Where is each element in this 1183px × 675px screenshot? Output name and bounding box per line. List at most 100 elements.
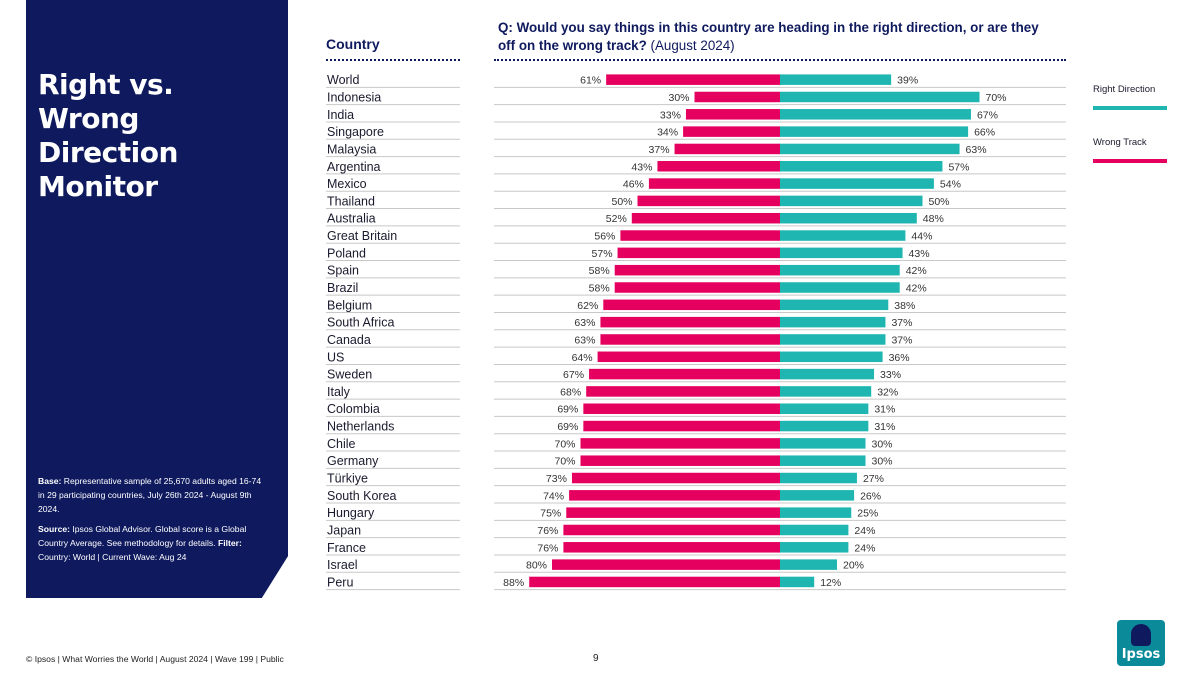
logo-mark: [1131, 624, 1151, 646]
wrong-track-value: 56%: [594, 231, 615, 243]
country-label: Belgium: [327, 298, 372, 312]
wrong-track-value: 88%: [503, 577, 524, 589]
right-direction-value: 25%: [857, 508, 878, 520]
wrong-track-bar: [637, 195, 780, 207]
country-label: Spain: [327, 264, 359, 278]
right-direction-value: 30%: [872, 438, 893, 450]
wrong-track-bar: [657, 161, 780, 172]
base-label: Base:: [38, 476, 62, 486]
right-direction-bar: [780, 386, 872, 397]
right-direction-value: 44%: [911, 231, 932, 243]
wrong-track-value: 33%: [660, 109, 681, 121]
country-label: Brazil: [327, 281, 358, 295]
country-label: Netherlands: [327, 420, 394, 434]
wrong-track-value: 64%: [572, 352, 593, 364]
right-direction-value: 37%: [891, 334, 912, 346]
wrong-track-value: 67%: [563, 369, 584, 381]
right-direction-bar: [780, 524, 849, 536]
right-direction-value: 26%: [860, 490, 881, 502]
country-label: Canada: [327, 333, 371, 347]
country-label: Mexico: [327, 177, 367, 191]
page-title: Right vs. Wrong Direction Monitor: [38, 68, 178, 203]
wrong-track-bar: [597, 351, 780, 363]
country-label: South Africa: [327, 316, 394, 330]
right-direction-bar: [780, 282, 900, 293]
wrong-track-bar: [648, 178, 780, 189]
right-direction-bar: [780, 334, 886, 345]
wrong-track-value: 62%: [577, 300, 598, 312]
wrong-track-value: 63%: [574, 334, 595, 346]
wrong-track-value: 80%: [526, 560, 547, 572]
right-direction-bar: [780, 212, 917, 224]
wrong-track-value: 58%: [589, 265, 610, 277]
legend-right-direction-swatch: [1093, 106, 1167, 110]
right-direction-bar: [780, 438, 866, 449]
wrong-track-bar: [563, 542, 780, 553]
right-direction-value: 50%: [929, 196, 950, 208]
wrong-track-bar: [617, 247, 780, 259]
ipsos-logo: Ipsos: [1117, 620, 1165, 666]
wrong-track-bar: [614, 264, 780, 276]
right-direction-bar: [780, 490, 855, 501]
source-label: Source:: [38, 524, 70, 534]
right-direction-value: 32%: [877, 386, 898, 398]
wrong-track-bar: [566, 507, 780, 518]
wrong-track-bar: [606, 74, 780, 85]
wrong-track-value: 37%: [649, 144, 670, 156]
wrong-track-value: 68%: [560, 386, 581, 398]
question-text: Q: Would you say things in this country …: [498, 19, 1058, 55]
wrong-track-bar: [580, 438, 780, 449]
right-direction-bar: [780, 403, 869, 414]
wrong-track-value: 76%: [537, 525, 558, 537]
wrong-track-bar: [529, 576, 780, 588]
country-label: Colombia: [327, 402, 380, 416]
wrong-track-value: 70%: [554, 438, 575, 450]
right-direction-value: 42%: [906, 265, 927, 277]
right-direction-value: 12%: [820, 577, 841, 589]
country-label: Thailand: [327, 194, 375, 208]
right-direction-bar: [780, 91, 980, 103]
base-text: Representative sample of 25,670 adults a…: [38, 476, 262, 514]
right-direction-bar: [780, 143, 960, 155]
right-direction-bar: [780, 178, 934, 189]
right-direction-bar: [780, 109, 971, 120]
wrong-track-bar: [583, 403, 780, 414]
country-label: Malaysia: [327, 142, 376, 156]
wrong-track-bar: [603, 299, 780, 311]
right-direction-bar: [780, 74, 892, 85]
filter-label: Filter:: [217, 538, 242, 548]
wrong-track-bar: [600, 316, 780, 328]
wrong-track-bar: [614, 282, 780, 293]
wrong-track-value: 75%: [540, 508, 561, 520]
right-direction-bar: [780, 247, 903, 259]
question-main: Q: Would you say things in this country …: [498, 20, 1039, 53]
country-label: Japan: [327, 523, 361, 537]
right-direction-bar: [780, 576, 815, 588]
country-label: Sweden: [327, 368, 372, 382]
right-direction-value: 70%: [986, 92, 1007, 104]
wrong-track-value: 69%: [557, 421, 578, 433]
right-direction-value: 30%: [872, 456, 893, 468]
right-direction-value: 27%: [863, 473, 884, 485]
right-direction-bar: [780, 316, 886, 328]
right-direction-bar: [780, 161, 943, 172]
wrong-track-bar: [683, 126, 780, 137]
base-note: Base: Representative sample of 25,670 ad…: [38, 474, 266, 516]
notes: Base: Representative sample of 25,670 ad…: [38, 474, 266, 570]
country-label: India: [327, 108, 354, 122]
side-panel: Right vs. Wrong Direction Monitor Base: …: [26, 0, 288, 598]
country-label: South Korea: [327, 489, 397, 503]
right-direction-bar: [780, 472, 857, 484]
country-label: US: [327, 350, 344, 364]
source-text: Ipsos Global Advisor. Global score is a …: [38, 524, 247, 548]
country-label: Argentina: [327, 160, 381, 174]
right-direction-bar: [780, 455, 866, 466]
right-direction-value: 57%: [948, 161, 969, 173]
country-column-header: Country: [326, 36, 380, 52]
wrong-track-bar: [552, 559, 780, 570]
wrong-track-bar: [563, 524, 780, 536]
right-direction-value: 36%: [889, 352, 910, 364]
country-label: France: [327, 541, 366, 555]
right-direction-bar: [780, 195, 923, 207]
